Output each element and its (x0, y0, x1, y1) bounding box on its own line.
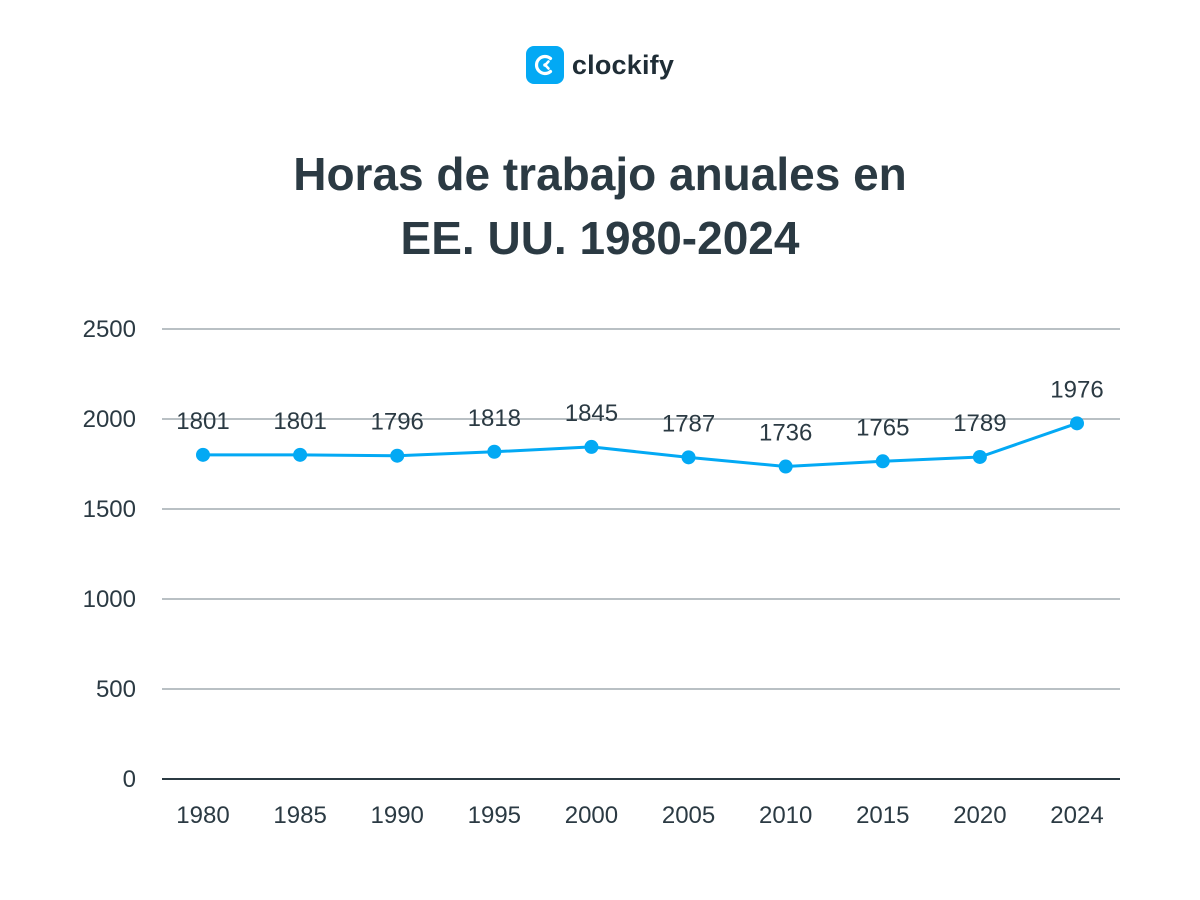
x-axis-tick-labels: 1980 1985 1990 1995 2000 2005 2010 2015 2020 2024 (176, 802, 1103, 829)
data-label: 1787 (662, 410, 715, 437)
x-tick-label: 2010 (759, 802, 812, 829)
y-tick-label: 1000 (83, 586, 136, 613)
data-label: 1818 (468, 405, 521, 432)
data-point (778, 459, 793, 474)
x-tick-label: 1995 (468, 802, 521, 829)
y-tick-label: 1500 (83, 496, 136, 523)
grid-lines (162, 328, 1120, 780)
data-point (293, 447, 308, 462)
x-tick-label: 2020 (953, 802, 1006, 829)
x-tick-label: 1985 (273, 802, 326, 829)
brand-header: clockify (0, 46, 1200, 84)
data-label: 1789 (953, 410, 1006, 437)
data-point (196, 447, 210, 462)
x-tick-label: 2024 (1050, 802, 1103, 829)
x-tick-label: 2000 (565, 802, 618, 829)
data-point (390, 448, 405, 463)
data-point (584, 439, 599, 454)
y-axis-tick-labels: 0 500 1000 1500 2000 2500 (83, 316, 136, 793)
data-point (681, 450, 696, 465)
x-tick-label: 2005 (662, 802, 715, 829)
data-point (875, 454, 890, 469)
data-label: 1845 (565, 400, 618, 427)
clockify-logo-icon (525, 46, 564, 84)
y-tick-label: 2000 (83, 406, 136, 433)
data-points (196, 416, 1084, 474)
series-polyline (203, 421, 1078, 469)
chart-title: Horas de trabajo anuales en EE. UU. 1980… (0, 142, 1200, 270)
data-point (487, 444, 502, 459)
x-tick-label: 1990 (371, 802, 424, 829)
brand-name: clockify (571, 49, 675, 80)
data-point (1070, 416, 1084, 431)
data-label: 1765 (856, 414, 909, 441)
data-label: 1976 (1050, 376, 1103, 403)
x-tick-label: 1980 (176, 802, 229, 829)
y-tick-label: 0 (123, 766, 136, 793)
series-line (203, 421, 1078, 469)
chart-title-line-1: Horas de trabajo anuales en (293, 148, 907, 200)
data-label: 1736 (759, 420, 812, 447)
chart-title-line-2: EE. UU. 1980-2024 (400, 212, 800, 264)
y-tick-label: 500 (96, 676, 136, 703)
data-point (972, 449, 987, 464)
y-tick-label: 2500 (83, 316, 136, 343)
data-label: 1801 (176, 408, 229, 435)
x-tick-label: 2015 (856, 802, 909, 829)
data-labels: 1801 1801 1796 1818 1845 1787 1736 1765 1789 1976 (176, 376, 1103, 446)
data-label: 1796 (371, 409, 424, 436)
data-label: 1801 (273, 408, 326, 435)
